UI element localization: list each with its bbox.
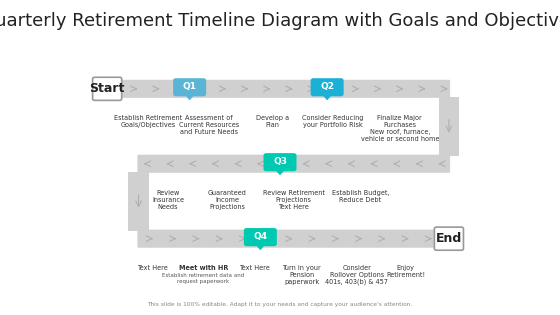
FancyBboxPatch shape [244,228,277,246]
FancyBboxPatch shape [122,80,450,98]
Text: Consider
Rollover Options
401s, 403(b) & 457: Consider Rollover Options 401s, 403(b) &… [325,265,388,285]
Text: Review
Insurance
Needs: Review Insurance Needs [152,190,184,210]
FancyBboxPatch shape [311,78,344,96]
Text: Quarterly Retirement Timeline Diagram with Goals and Objectives: Quarterly Retirement Timeline Diagram wi… [0,12,560,30]
Text: Enjoy
Retirement!: Enjoy Retirement! [386,265,425,278]
Text: Start: Start [90,82,125,95]
Text: Develop a
Plan: Develop a Plan [255,115,289,128]
Text: Text Here: Text Here [137,265,167,271]
Text: Establish Retirement
Goals/Objectives: Establish Retirement Goals/Objectives [114,115,183,128]
Polygon shape [276,169,284,175]
FancyBboxPatch shape [92,77,122,100]
Text: Establish Budget,
Reduce Debt: Establish Budget, Reduce Debt [332,190,389,203]
Text: Q2: Q2 [320,82,334,91]
FancyBboxPatch shape [173,78,206,96]
Text: End: End [436,232,462,245]
FancyBboxPatch shape [435,227,464,250]
FancyBboxPatch shape [137,230,435,248]
Text: This slide is 100% editable. Adapt it to your needs and capture your audience's : This slide is 100% editable. Adapt it to… [147,302,413,307]
Text: Turn in your
Pension
paperwork: Turn in your Pension paperwork [282,265,321,284]
Polygon shape [185,94,194,100]
FancyBboxPatch shape [264,153,296,171]
Text: Establish retirement data and
request paperwork: Establish retirement data and request pa… [162,273,245,284]
Text: Meet with HR: Meet with HR [179,265,228,271]
FancyBboxPatch shape [137,155,450,173]
Text: Text Here: Text Here [239,265,270,271]
Text: Q1: Q1 [183,82,197,91]
Polygon shape [256,244,265,249]
FancyBboxPatch shape [128,172,149,231]
Polygon shape [323,94,332,100]
FancyBboxPatch shape [438,97,459,156]
Text: Q4: Q4 [253,232,268,241]
Text: Consider Reducing
your Portfolio Risk: Consider Reducing your Portfolio Risk [302,115,364,128]
Text: Q3: Q3 [273,157,287,166]
Text: Assessment of
Current Resources
and Future Needs: Assessment of Current Resources and Futu… [179,115,239,135]
Text: Review Retirement
Projections
Text Here: Review Retirement Projections Text Here [263,190,325,210]
Text: Guaranteed
Income
Projections: Guaranteed Income Projections [208,190,246,210]
Text: Finalize Major
Purchases
New roof, furnace,
vehicle or second home: Finalize Major Purchases New roof, furna… [361,115,439,142]
